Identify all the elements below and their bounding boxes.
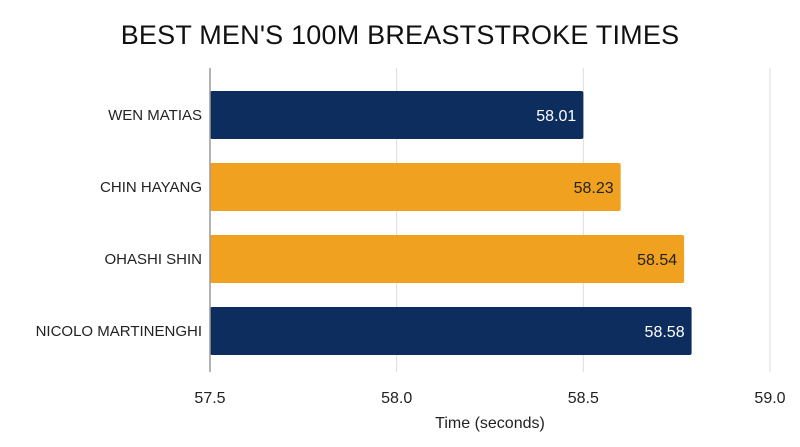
data-label: 58.01 bbox=[536, 108, 576, 125]
bar bbox=[210, 307, 692, 355]
data-label: 58.58 bbox=[645, 324, 685, 341]
category-label: WEN MATIAS bbox=[108, 107, 202, 124]
category-label: OHASHI SHIN bbox=[104, 251, 202, 268]
category-label: CHIN HAYANG bbox=[100, 179, 202, 196]
category-label: NICOLO MARTINENGHI bbox=[36, 323, 202, 340]
labels: 57.5 58.0 58.5 59.0 WEN MATIAS 58.01 CHIN HAYA… bbox=[36, 107, 786, 407]
bar bbox=[210, 235, 685, 283]
bars bbox=[210, 91, 692, 355]
x-tick-label: 58.0 bbox=[381, 390, 412, 407]
data-label: 58.23 bbox=[574, 180, 614, 197]
x-tick-label: 59.0 bbox=[754, 390, 785, 407]
x-tick-label: 58.5 bbox=[568, 390, 599, 407]
x-tick-label: 57.5 bbox=[194, 390, 225, 407]
data-label: 58.54 bbox=[637, 252, 677, 269]
x-axis-title: Time (seconds) bbox=[435, 415, 545, 432]
chart-title: BEST MEN'S 100M BREASTSTROKE TIMES bbox=[120, 20, 680, 50]
bar bbox=[210, 91, 584, 139]
bar bbox=[210, 163, 621, 211]
